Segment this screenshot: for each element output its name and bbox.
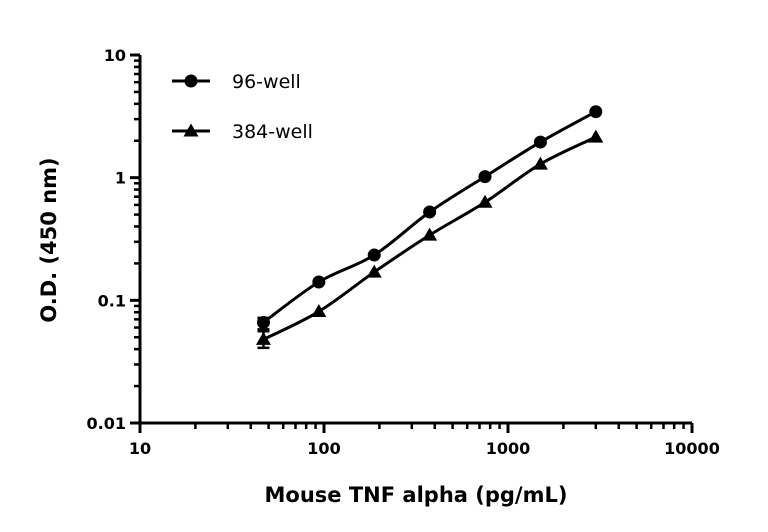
data-point-384-well [422,227,438,241]
data-point-96-well [423,205,437,219]
legend-marker-circle [184,74,198,88]
x-tick-label: 10000 [664,439,720,458]
data-point-96-well [478,170,492,184]
x-tick-label: 100 [307,439,340,458]
y-tick-label: 1 [115,169,126,188]
y-tick-label: 0.1 [98,291,126,310]
series-marks [255,105,604,350]
legend-marker-triangle [183,123,199,137]
data-point-384-well [255,331,271,345]
data-point-96-well [589,105,603,119]
legend-label: 96-well [232,71,301,93]
data-point-96-well [312,275,326,289]
y-tick-label: 0.01 [87,414,126,433]
data-point-384-well [477,194,493,208]
x-axis-label: Mouse TNF alpha (pg/mL) [265,483,568,507]
data-point-96-well [367,248,381,262]
legend-label: 384-well [232,121,313,143]
x-tick-label: 10 [129,439,151,458]
axes: 10 100 1000 10000 0.01 0.1 1 10 [87,46,720,458]
data-point-384-well [366,264,382,278]
y-tick-label: 10 [104,46,126,65]
data-point-96-well [533,135,547,149]
legend: 96-well 384-well [172,71,313,143]
data-point-384-well [588,129,604,143]
data-point-384-well [311,304,327,318]
y-axis-label: O.D. (450 nm) [37,157,61,322]
data-point-384-well [532,156,548,170]
x-tick-label: 1000 [486,439,531,458]
data-point-96-well [256,315,270,329]
